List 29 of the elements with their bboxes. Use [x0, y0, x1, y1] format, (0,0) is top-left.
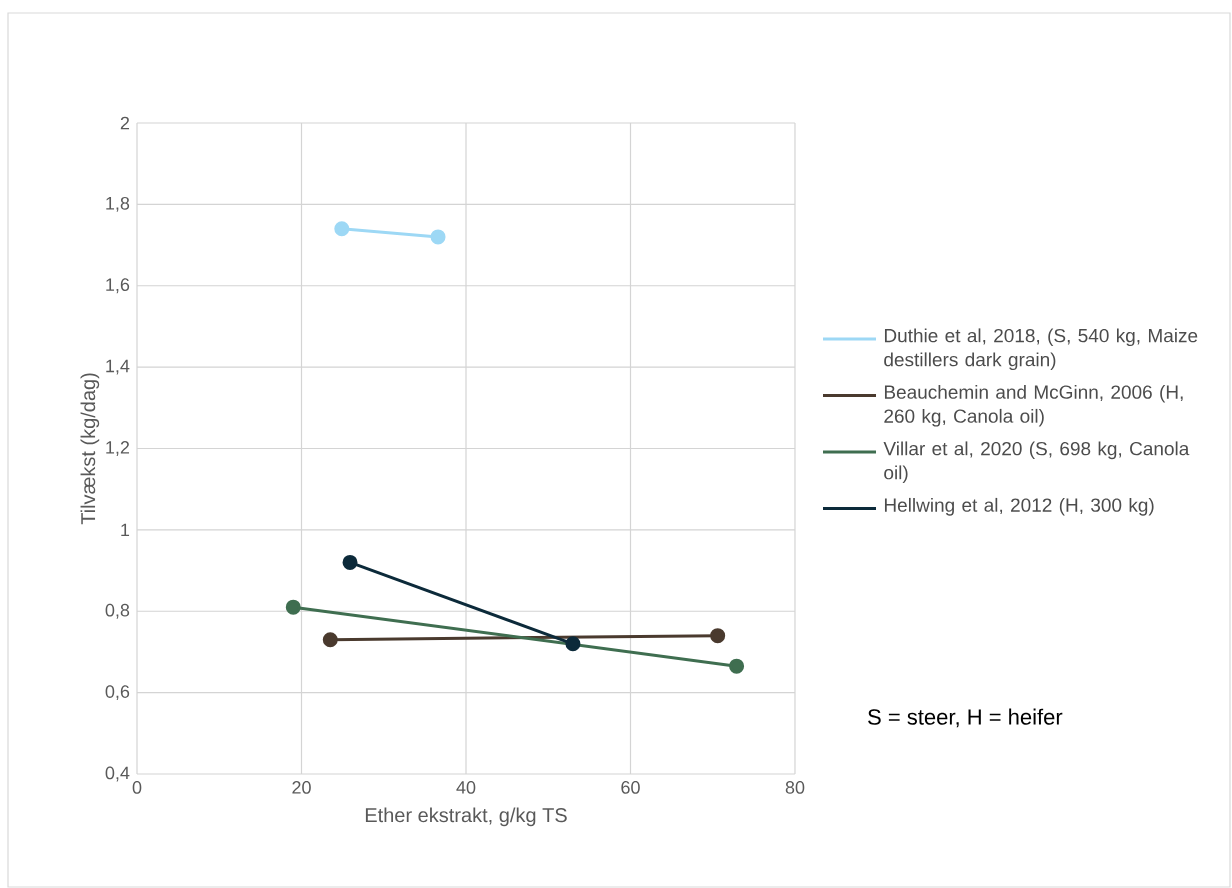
y-tick-label: 2 — [120, 116, 130, 130]
y-tick-label: 0,4 — [105, 766, 130, 782]
point — [285, 599, 301, 615]
y-tick-label: 1,8 — [106, 196, 130, 212]
x-tick-label: 20 — [292, 781, 311, 794]
point — [334, 221, 350, 237]
legend-label: Villar et al, 2020 (S, 698 kg, Canola oil) — [883, 441, 1190, 484]
point — [729, 658, 745, 674]
y-tick-label: 1,4 — [106, 359, 130, 375]
legend-label: Duthie et al, 2018, (S, 540 kg, Maize destillers dark grain) — [884, 328, 1198, 371]
text: S = steer, H = heifer — [868, 708, 1063, 728]
point — [322, 632, 338, 648]
point — [565, 636, 581, 652]
x-tick-label: 40 — [456, 781, 476, 794]
y-tick-label: 1,6 — [106, 278, 130, 294]
legend-label: Beauchemin and McGinn, 2006 (H, 260 kg, Canola oil) — [884, 384, 1183, 427]
y-tick-label: 0,6 — [105, 685, 130, 701]
x-tick-label: 60 — [621, 781, 640, 794]
point — [342, 554, 358, 570]
y-tick-label: 1,2 — [106, 441, 130, 456]
x-tick-label: 80 — [785, 781, 805, 794]
legend-label: Hellwing et al, 2012 (H, 300 kg) — [884, 497, 1154, 516]
y-axis-title: Tilvækst (kg/dag) — [80, 373, 100, 525]
x-tick-label: 0 — [132, 781, 142, 794]
point — [710, 628, 726, 644]
point — [430, 229, 446, 245]
x-axis-title: Ether ekstrakt, g/kg TS — [365, 807, 567, 827]
y-tick-label: 1 — [121, 523, 130, 537]
y-tick-label: 0,8 — [105, 603, 130, 619]
